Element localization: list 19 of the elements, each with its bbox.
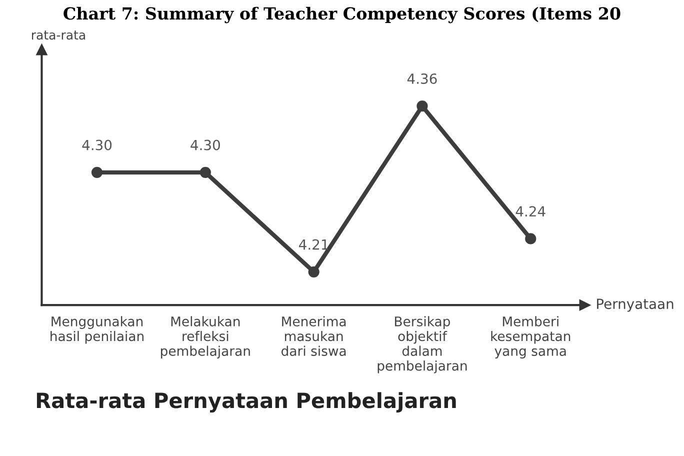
text: Rata-rata Pernyataan Pembelajaran	[36, 392, 456, 412]
x-tick-label: Memberi kesempatan yang sama	[491, 316, 570, 358]
point	[308, 266, 320, 278]
point	[91, 166, 103, 178]
text: rata-rata	[32, 30, 85, 40]
point	[525, 233, 536, 244]
point	[200, 166, 211, 178]
x-tick-label: Menggunakan hasil penilaian	[50, 316, 144, 344]
point	[416, 100, 428, 112]
chart-subtitle: Chart 7: Summary of Teacher Competency Scores (Items 20	[64, 6, 620, 24]
data-label: 4.30	[190, 140, 220, 150]
x-tick-label: Menerima masukan dari siswa	[282, 316, 346, 356]
data-label: 4.36	[407, 73, 437, 84]
data-label: 4.30	[82, 140, 112, 150]
data-label: 4.24	[516, 206, 546, 216]
x-tick-label: Bersikap objektif dalam pembelajaran	[378, 316, 467, 374]
x-tick-label: Melakukan refleksi pembelajaran	[161, 316, 250, 358]
x-axis-title: Pernyataan	[597, 298, 674, 312]
data-label: 4.21	[299, 239, 328, 250]
